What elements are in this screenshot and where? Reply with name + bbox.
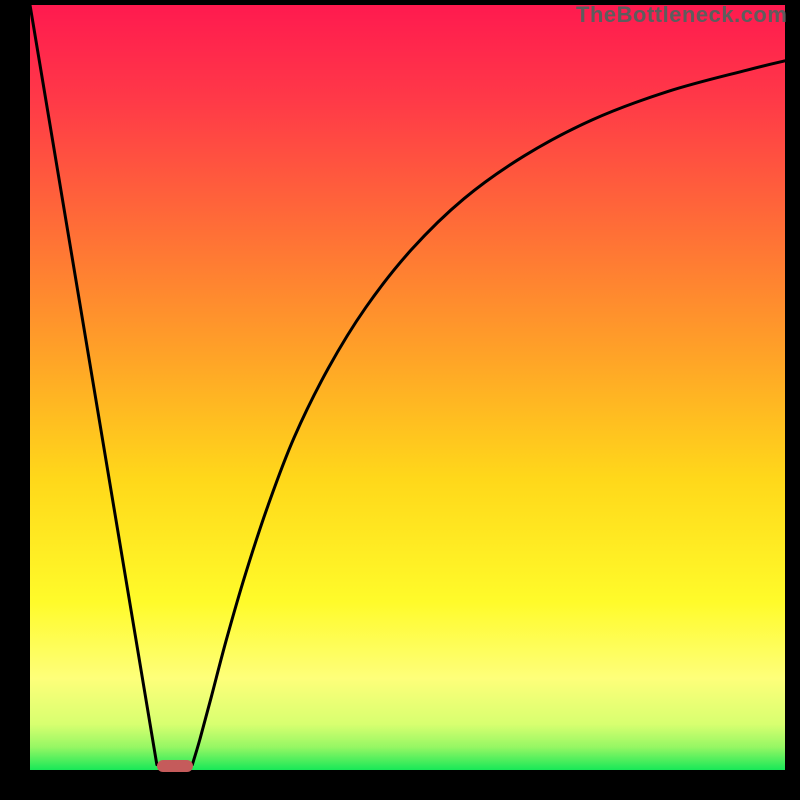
plot-background — [30, 5, 785, 770]
watermark-text: TheBottleneck.com — [576, 2, 787, 28]
chart-svg — [0, 0, 800, 800]
chart-container: TheBottleneck.com — [0, 0, 800, 800]
bottleneck-indicator — [157, 760, 193, 772]
